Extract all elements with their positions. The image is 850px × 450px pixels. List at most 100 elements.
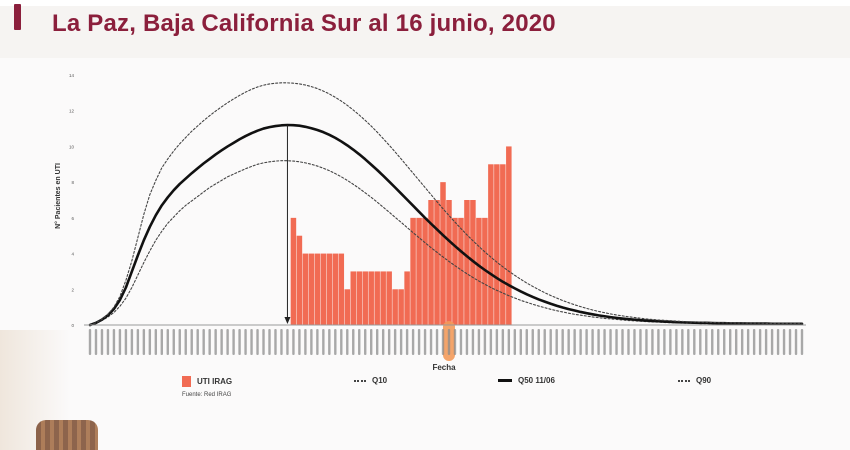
bar-uti-irag-35 [500,164,506,325]
x-tick-mark-9 [142,329,146,355]
x-tick-mark-26 [244,329,247,355]
x-tick-mark-33 [286,329,289,355]
x-tick-mark-64 [471,329,475,355]
bar-uti-irag-7 [332,253,339,325]
y-tick-label-6: 12 [69,109,75,114]
bar-uti-irag-26 [446,200,452,325]
x-tick-mark-1 [94,329,98,355]
legend-label: Q90 [696,376,712,385]
x-tick-mark-110 [746,329,750,355]
bar-uti-irag-23 [428,200,434,325]
bottom-left-decoration [36,420,98,450]
bar-uti-irag-28 [458,217,464,325]
legend-dotted-swatch [678,379,690,382]
x-tick-mark-66 [483,329,487,355]
x-tick-mark-78 [555,329,558,355]
x-tick-mark-116 [782,329,786,355]
legend-item-q50: Q50 11/06 [498,376,555,385]
bar-uti-irag-34 [494,164,500,325]
x-tick-mark-44 [352,329,355,355]
x-tick-mark-117 [788,329,792,355]
x-tick-mark-48 [375,329,379,355]
x-tick-mark-97 [669,329,672,355]
x-tick-mark-71 [513,329,517,355]
x-tick-mark-80 [567,329,570,355]
bar-uti-irag-12 [362,271,368,325]
legend-item-q10: Q10 [354,376,387,385]
x-tick-mark-42 [340,329,343,355]
x-tick-mark-84 [591,329,594,355]
x-tick-mark-54 [411,329,415,355]
x-tick-mark-28 [256,329,259,355]
x-tick-mark-86 [603,329,606,355]
x-tick-mark-85 [597,329,600,355]
x-tick-mark-82 [579,329,582,355]
x-tick-mark-103 [705,329,708,355]
bar-uti-irag-24 [434,200,440,325]
x-tick-mark-107 [729,329,732,355]
legend-item-uti-irag: UTI IRAG [182,376,232,387]
x-tick-mark-119 [800,329,804,355]
x-tick-mark-35 [298,329,301,355]
series-line-0 [89,160,803,326]
x-tick-mark-21 [214,329,217,355]
x-tick-mark-60 [447,329,451,355]
x-tick-mark-113 [764,329,768,355]
bar-uti-irag-27 [452,217,458,325]
title-accent-bar [14,4,21,30]
x-tick-mark-27 [250,329,253,355]
x-tick-mark-106 [723,329,726,355]
x-tick-mark-37 [310,329,313,355]
bar-uti-irag-18 [398,289,404,325]
bar-uti-irag-20 [410,217,416,325]
x-tick-mark-109 [740,329,744,355]
bar-uti-irag-29 [464,200,470,325]
bar-uti-irag-9 [344,289,351,325]
bars-group [290,146,512,325]
y-tick-label-0: 0 [71,323,74,328]
y-tick-label-2: 4 [71,252,74,257]
bar-uti-irag-22 [422,217,428,325]
x-tick-mark-10 [148,329,152,355]
legend-bar-swatch [182,376,191,387]
x-tick-mark-114 [770,329,774,355]
legend-label: Q50 11/06 [518,376,555,385]
x-tick-mark-50 [387,329,391,355]
x-tick-mark-69 [501,329,505,355]
bar-uti-irag-0 [290,217,297,325]
x-tick-mark-39 [322,329,325,355]
x-tick-mark-46 [364,329,367,355]
bar-uti-irag-17 [392,289,398,325]
bar-uti-irag-3 [308,253,315,325]
x-tick-mark-19 [202,329,205,355]
x-tick-mark-7 [130,329,134,355]
peak-arrow-head [284,317,291,324]
x-tick-mark-104 [711,329,714,355]
bar-uti-irag-8 [338,253,345,325]
x-tick-mark-91 [633,329,636,355]
bar-uti-irag-4 [314,253,321,325]
lines-group [88,82,804,327]
x-tick-mark-4 [112,329,116,355]
x-tick-mark-76 [543,329,546,355]
x-tick-mark-0 [88,329,92,355]
x-tick-mark-115 [776,329,780,355]
x-tick-mark-55 [417,329,421,355]
x-tick-mark-74 [531,329,534,355]
x-tick-mark-2 [100,329,104,355]
x-tick-mark-89 [621,329,624,355]
x-tick-mark-20 [208,329,211,355]
x-tick-mark-105 [717,329,720,355]
x-tick-mark-17 [190,329,193,355]
bar-uti-irag-1 [296,235,303,325]
axes-group: 0 2 4 6 8 10 12 14 [69,73,806,361]
legend-solid-swatch [498,379,512,382]
y-tick-label-3: 6 [71,216,74,221]
x-tick-mark-16 [184,329,187,355]
x-tick-mark-65 [477,329,481,355]
x-tick-mark-47 [370,329,373,355]
x-tick-mark-24 [232,329,235,355]
x-tick-mark-92 [639,329,642,355]
x-tick-mark-68 [495,329,499,355]
